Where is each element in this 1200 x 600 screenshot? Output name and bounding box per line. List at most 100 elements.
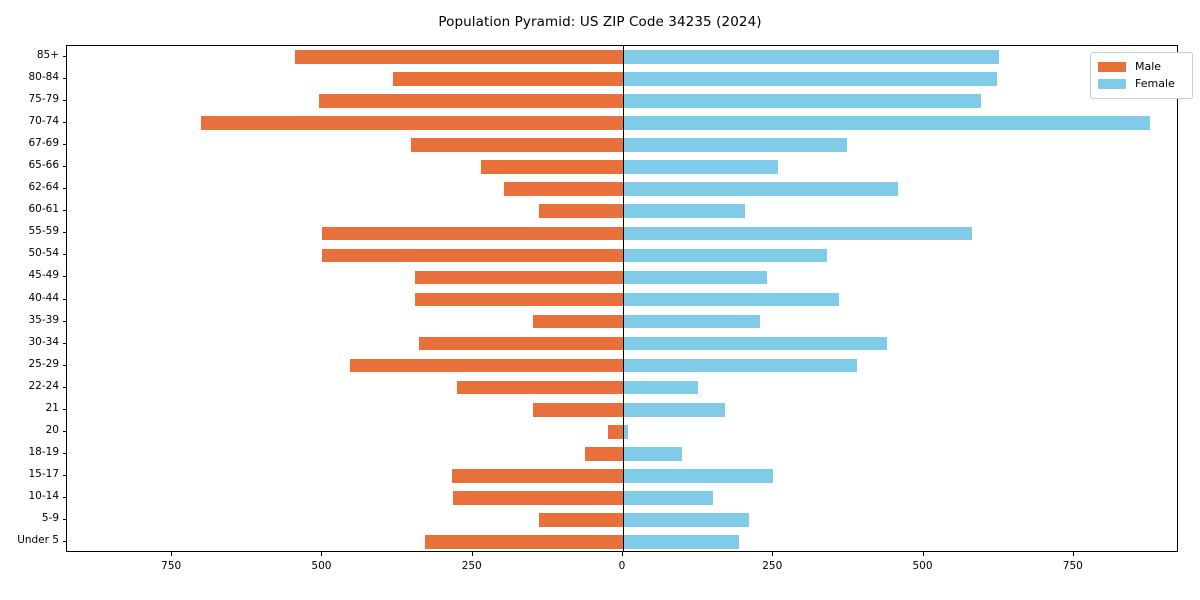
legend-item-male[interactable]: Male	[1098, 58, 1185, 75]
bar-male[interactable]	[322, 226, 623, 241]
bar-female[interactable]	[623, 424, 628, 439]
bar-male[interactable]	[607, 424, 623, 439]
bar-female[interactable]	[623, 446, 682, 461]
bar-male[interactable]	[393, 72, 623, 86]
x-axis-tick	[471, 552, 473, 556]
bar-male[interactable]	[503, 182, 623, 197]
y-axis-tick-label: 25-29	[28, 357, 59, 370]
y-axis-tick	[62, 342, 66, 344]
y-axis-tick	[62, 166, 66, 168]
y-axis-tick	[62, 122, 66, 124]
y-axis-tick-label: 40-44	[28, 291, 59, 304]
bar-male[interactable]	[532, 402, 623, 417]
bar-female[interactable]	[623, 270, 768, 285]
zero-axis-line	[623, 46, 625, 551]
bar-row	[67, 138, 1177, 153]
bar-male[interactable]	[349, 358, 623, 373]
bar-male[interactable]	[295, 50, 623, 64]
bar-female[interactable]	[623, 94, 982, 108]
y-axis-tick-label: 55-59	[28, 225, 59, 238]
bar-female[interactable]	[623, 182, 899, 197]
x-axis-tick-label: 0	[618, 560, 626, 572]
bar-row	[67, 491, 1177, 505]
bar-male[interactable]	[415, 292, 623, 307]
y-axis-tick	[62, 540, 66, 542]
bar-female[interactable]	[623, 402, 726, 417]
bar-male[interactable]	[451, 469, 623, 483]
bar-female[interactable]	[623, 336, 888, 351]
bar-male[interactable]	[453, 491, 623, 505]
y-axis-tick-label: 50-54	[28, 247, 59, 260]
bars-layer	[67, 46, 1177, 551]
bar-female[interactable]	[623, 204, 746, 219]
x-axis-tick	[622, 552, 623, 556]
legend-swatch-male	[1098, 61, 1126, 72]
bar-female[interactable]	[623, 50, 1000, 64]
y-axis-tick	[62, 144, 66, 146]
bar-female[interactable]	[623, 138, 847, 153]
bar-female[interactable]	[623, 248, 828, 263]
y-axis-tick	[62, 474, 66, 476]
y-axis-tick	[62, 210, 66, 212]
bar-row	[67, 402, 1177, 417]
bar-row	[67, 248, 1177, 263]
bar-female[interactable]	[623, 491, 714, 505]
bar-male[interactable]	[533, 314, 623, 329]
x-axis-tick-label: 500	[311, 560, 332, 572]
bar-female[interactable]	[623, 469, 774, 483]
bar-row	[67, 116, 1177, 130]
legend-label-male: Male	[1135, 60, 1162, 73]
bar-male[interactable]	[538, 513, 623, 527]
y-axis-tick-label: 15-17	[28, 467, 59, 480]
y-axis-tick-label: 85+	[36, 49, 59, 62]
bar-male[interactable]	[411, 138, 623, 153]
y-axis-tick-label: Under 5	[17, 533, 59, 546]
legend-label-female: Female	[1135, 77, 1175, 90]
bar-female[interactable]	[623, 72, 998, 86]
y-axis-tick	[62, 364, 66, 366]
y-axis-tick-label: 30-34	[28, 335, 59, 348]
bar-row	[67, 94, 1177, 108]
bar-female[interactable]	[623, 292, 840, 307]
legend-item-female[interactable]: Female	[1098, 75, 1185, 92]
y-axis-tick	[62, 386, 66, 388]
bar-female[interactable]	[623, 116, 1150, 130]
bar-row	[67, 535, 1177, 549]
bar-male[interactable]	[480, 160, 623, 175]
bar-female[interactable]	[623, 358, 858, 373]
bar-female[interactable]	[623, 380, 699, 395]
x-axis-tick	[772, 552, 774, 556]
bar-male[interactable]	[418, 336, 623, 351]
bar-row	[67, 446, 1177, 461]
bar-row	[67, 336, 1177, 351]
bar-row	[67, 160, 1177, 175]
y-axis-tick-label: 65-66	[28, 159, 59, 172]
bar-row	[67, 358, 1177, 373]
bar-row	[67, 204, 1177, 219]
bar-female[interactable]	[623, 513, 750, 527]
x-axis-tick-label: 500	[912, 560, 933, 572]
bar-male[interactable]	[322, 248, 623, 263]
y-axis-tick	[62, 320, 66, 322]
bar-female[interactable]	[623, 535, 739, 549]
bar-female[interactable]	[623, 160, 779, 175]
bar-row	[67, 182, 1177, 197]
bar-male[interactable]	[538, 204, 623, 219]
bar-female[interactable]	[623, 226, 972, 241]
y-axis-tick-label: 10-14	[28, 489, 59, 502]
bar-male[interactable]	[424, 535, 623, 549]
y-axis-tick	[62, 408, 66, 410]
bar-male[interactable]	[456, 380, 623, 395]
y-axis-tick	[62, 452, 66, 454]
bar-male[interactable]	[201, 116, 623, 130]
bar-female[interactable]	[623, 314, 761, 329]
bar-row	[67, 424, 1177, 439]
bar-male[interactable]	[585, 446, 623, 461]
x-axis-tick-label: 250	[461, 560, 482, 572]
bar-male[interactable]	[319, 94, 623, 108]
x-axis-tick	[321, 552, 323, 556]
y-axis-tick	[62, 518, 66, 520]
y-axis-tick-label: 18-19	[28, 445, 59, 458]
bar-male[interactable]	[415, 270, 623, 285]
y-axis-tick-label: 80-84	[28, 71, 59, 84]
